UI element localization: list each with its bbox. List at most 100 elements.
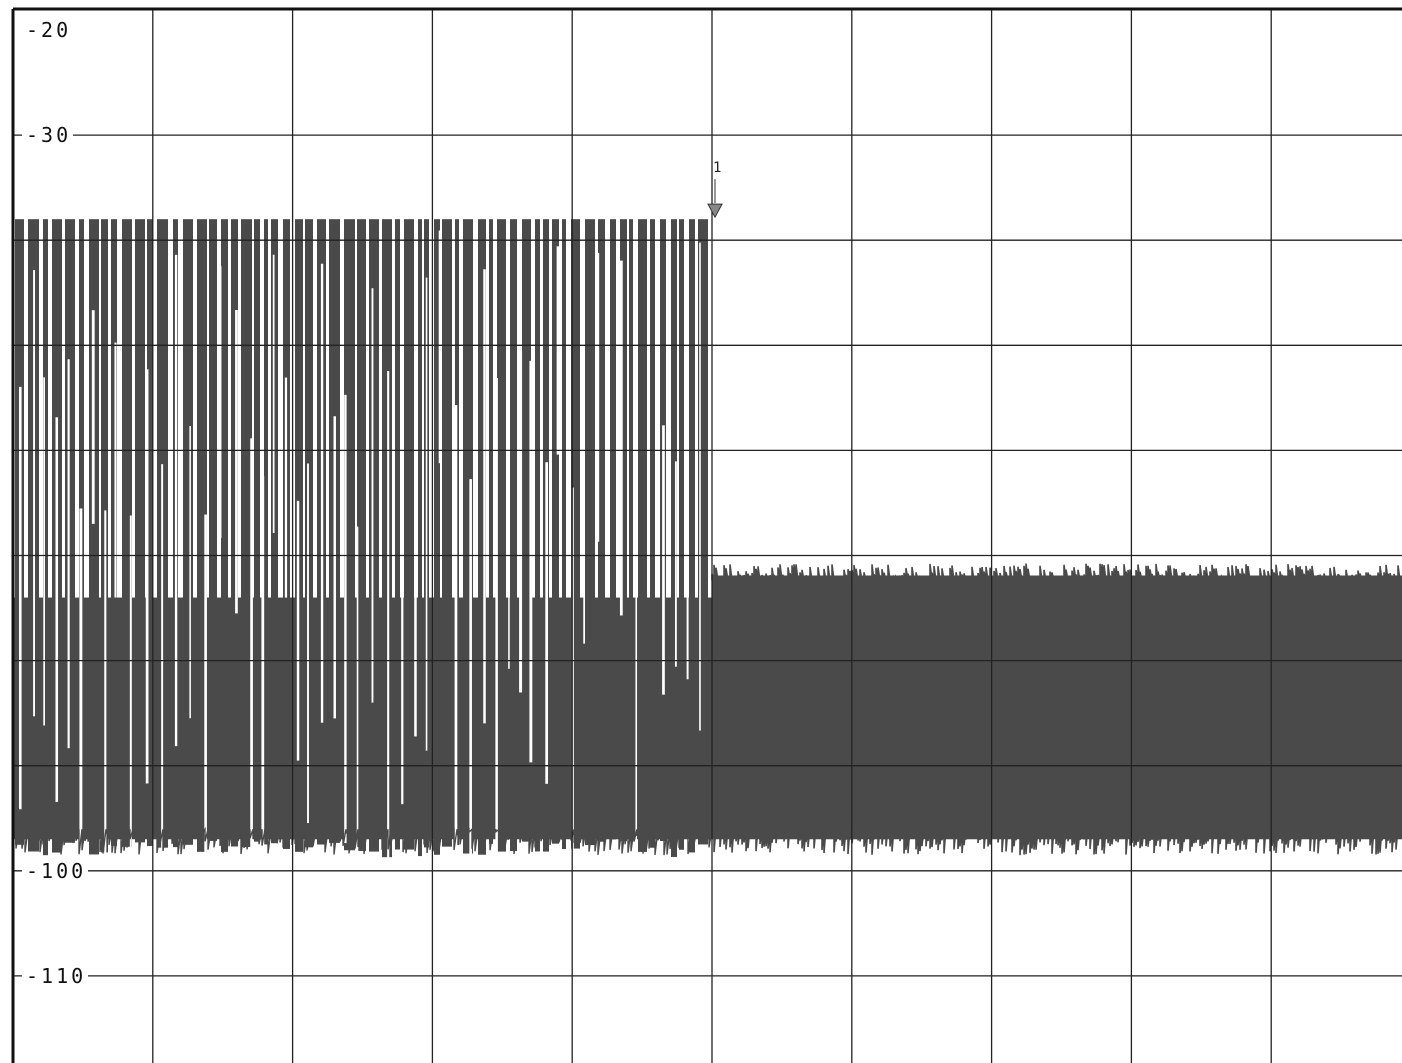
comb-gap bbox=[699, 242, 701, 731]
comb-tooth bbox=[442, 219, 452, 847]
comb-tooth bbox=[489, 219, 493, 844]
comb-gap bbox=[519, 350, 523, 693]
comb-tooth bbox=[552, 219, 559, 844]
y-tick-label-bg bbox=[22, 857, 88, 882]
comb-tooth bbox=[209, 219, 217, 841]
comb-tooth bbox=[89, 219, 99, 855]
comb-tooth bbox=[122, 219, 132, 847]
comb-tooth bbox=[369, 219, 379, 852]
comb-gap bbox=[483, 269, 486, 724]
comb-gap bbox=[608, 283, 610, 518]
comb-gap bbox=[438, 230, 441, 464]
comb-gap bbox=[545, 462, 548, 784]
noise-top-edge bbox=[711, 563, 1402, 588]
comb-gap bbox=[454, 405, 458, 918]
comb-gap bbox=[596, 252, 600, 542]
comb-gap bbox=[414, 444, 417, 737]
y-tick-label: -100 bbox=[26, 859, 86, 883]
comb-tooth bbox=[183, 219, 193, 845]
comb-tooth bbox=[571, 219, 580, 849]
y-tick-label: -20 bbox=[26, 18, 71, 42]
marker-1: 1 bbox=[707, 160, 723, 219]
comb-tooth bbox=[264, 219, 268, 845]
comb-gap bbox=[19, 386, 22, 810]
comb-gap bbox=[79, 508, 83, 906]
comb-gap bbox=[284, 377, 288, 598]
comb-tooth bbox=[418, 219, 422, 857]
comb-gap bbox=[686, 343, 689, 680]
comb-gap bbox=[583, 254, 585, 644]
comb-gap bbox=[174, 254, 178, 747]
comb-gap bbox=[635, 440, 638, 858]
comb-gap bbox=[129, 515, 132, 946]
comb-gap bbox=[647, 269, 650, 534]
comb-tooth bbox=[197, 219, 207, 852]
noise-bottom-edge bbox=[711, 824, 1402, 856]
comb-tooth bbox=[671, 219, 677, 857]
comb-gap bbox=[387, 370, 390, 882]
comb-tooth bbox=[434, 219, 440, 855]
comb-tooth bbox=[562, 219, 566, 850]
comb-tooth bbox=[221, 219, 228, 852]
comb-gap bbox=[235, 309, 238, 614]
comb-tooth bbox=[689, 219, 695, 853]
comb-gap bbox=[619, 260, 623, 616]
comb-gap bbox=[189, 426, 191, 719]
noise-block-right bbox=[712, 575, 1402, 840]
comb-tooth bbox=[382, 219, 392, 858]
comb-gap bbox=[55, 417, 59, 802]
spectrum-trace bbox=[12, 219, 1402, 1023]
marker-label: 1 bbox=[713, 160, 721, 176]
comb-tooth bbox=[357, 219, 366, 851]
comb-tooth bbox=[598, 219, 605, 842]
comb-gap bbox=[43, 377, 45, 726]
comb-tooth bbox=[395, 219, 400, 850]
comb-tooth bbox=[65, 219, 75, 843]
comb-tooth bbox=[344, 219, 355, 851]
y-tick-labels: -20-30-100-110-120 bbox=[22, 17, 88, 988]
comb-tooth bbox=[404, 219, 414, 850]
comb-gap bbox=[104, 510, 107, 1023]
comb-tooth bbox=[610, 219, 616, 840]
comb-gap bbox=[272, 254, 275, 534]
comb-tooth bbox=[254, 219, 260, 842]
y-tick-label-bg bbox=[22, 122, 73, 147]
comb-gap bbox=[356, 526, 359, 982]
comb-tooth bbox=[43, 219, 48, 856]
comb-tooth bbox=[147, 219, 153, 847]
comb-gap bbox=[495, 377, 498, 868]
y-tick-label-bg bbox=[22, 962, 88, 987]
comb-gap bbox=[261, 476, 265, 921]
comb-gap bbox=[425, 277, 428, 751]
comb-tooth bbox=[241, 219, 252, 848]
comb-tooth bbox=[135, 219, 145, 843]
comb-gap bbox=[204, 514, 207, 883]
y-tick-label: -30 bbox=[26, 123, 71, 147]
comb-tooth bbox=[478, 219, 486, 855]
y-tick-label: -110 bbox=[26, 964, 86, 988]
comb-tooth bbox=[510, 219, 517, 852]
comb-gap bbox=[91, 310, 95, 524]
comb-gap bbox=[320, 263, 324, 723]
comb-gap bbox=[33, 270, 36, 717]
comb-gap bbox=[333, 416, 336, 719]
comb-gap bbox=[296, 500, 300, 761]
comb-tooth bbox=[522, 219, 531, 842]
comb-tooth bbox=[679, 219, 684, 850]
comb-gap bbox=[469, 479, 472, 994]
grid bbox=[11, 7, 1402, 1063]
comb-gap bbox=[67, 359, 70, 749]
comb-gap bbox=[219, 266, 222, 539]
comb-gap bbox=[662, 425, 665, 695]
comb-gap bbox=[145, 369, 149, 784]
comb-tooth bbox=[638, 219, 647, 852]
comb-gap bbox=[250, 438, 253, 864]
comb-gap bbox=[114, 342, 117, 598]
comb-gap bbox=[307, 463, 309, 824]
comb-tooth bbox=[463, 219, 473, 854]
comb-tooth bbox=[497, 219, 506, 852]
comb-gap bbox=[161, 464, 164, 856]
comb-tooth bbox=[629, 219, 633, 842]
comb-gap bbox=[674, 461, 677, 667]
